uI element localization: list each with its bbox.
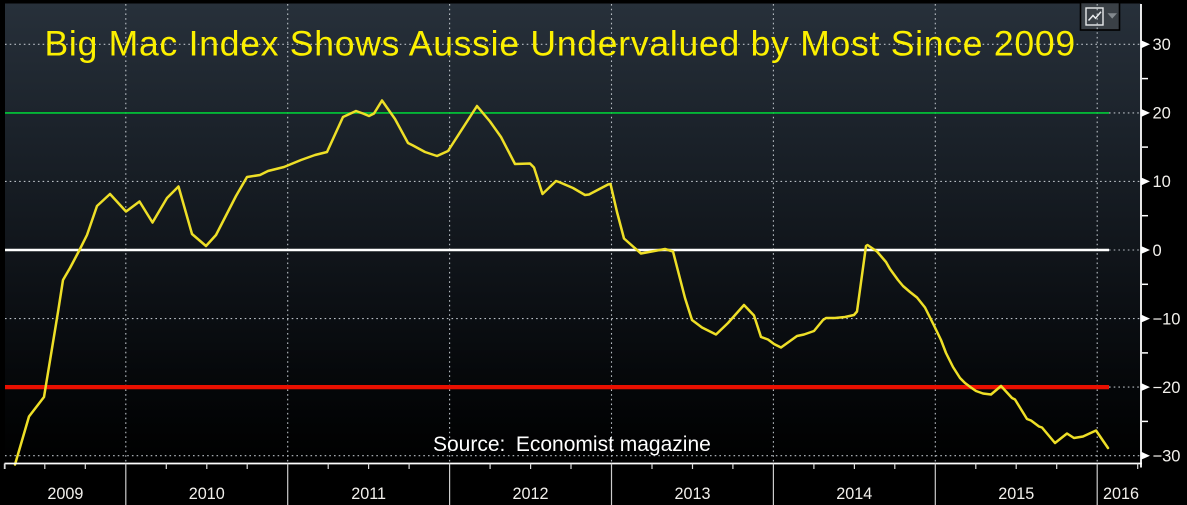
- svg-text:2012: 2012: [512, 485, 548, 503]
- svg-text:10: 10: [1153, 173, 1171, 191]
- svg-text:2009: 2009: [47, 485, 83, 503]
- svg-text:20: 20: [1153, 105, 1171, 123]
- svg-text:2014: 2014: [836, 485, 872, 503]
- svg-text:0: 0: [1153, 242, 1162, 260]
- svg-text:Big Mac Index Shows Aussie Und: Big Mac Index Shows Aussie Undervalued b…: [45, 23, 1076, 63]
- svg-text:30: 30: [1153, 36, 1171, 54]
- svg-text:Source: Economist magazine: Source: Economist magazine: [433, 433, 711, 456]
- svg-text:−20: −20: [1153, 379, 1181, 397]
- svg-text:−10: −10: [1153, 310, 1181, 328]
- svg-text:2010: 2010: [189, 485, 225, 503]
- svg-text:2011: 2011: [351, 485, 386, 503]
- svg-text:−30: −30: [1153, 448, 1181, 466]
- svg-text:2013: 2013: [674, 485, 710, 503]
- svg-text:2015: 2015: [998, 485, 1034, 503]
- svg-text:2016: 2016: [1103, 485, 1139, 503]
